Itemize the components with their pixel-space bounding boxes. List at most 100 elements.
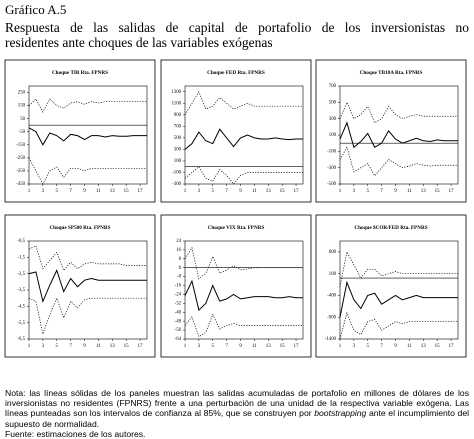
plot-area	[28, 85, 148, 185]
x-tick-label: 13	[266, 344, 272, 349]
y-tick-label: 100	[329, 133, 337, 138]
x-tick-label: 3	[198, 189, 201, 194]
y-tick-label: 700	[174, 124, 182, 129]
y-tick-label: 16	[176, 248, 181, 253]
y-tick-label: 1100	[172, 101, 182, 106]
x-tick-label: 17	[294, 189, 300, 194]
x-tick-label: 9	[239, 344, 242, 349]
source: Fuente: estimaciones de los autores.	[5, 428, 146, 439]
x-tick-label: 5	[367, 189, 370, 194]
response-line	[184, 279, 303, 312]
panel-title: Choque $COR/FED Rta. FPNRS	[354, 224, 427, 231]
x-tick-label: 15	[435, 189, 441, 194]
y-tick-label: 0	[179, 266, 182, 271]
note: Nota: las líneas sólidas de los paneles …	[5, 388, 469, 439]
panel-title: Choque TIB Rta. FPNRS	[52, 70, 108, 76]
x-tick-label: 5	[212, 344, 215, 349]
x-tick-label: 1	[28, 189, 31, 194]
y-tick-label: -56	[175, 328, 182, 333]
x-tick-label: 13	[266, 189, 272, 194]
confidence-line	[28, 157, 147, 185]
y-tick-label: -16	[175, 284, 182, 289]
note-text: ante el incumplimiento del supuesto de n…	[5, 408, 470, 429]
x-tick-label: 17	[449, 344, 455, 349]
y-tick-label: 500	[174, 136, 182, 141]
y-tick-label: 900	[174, 113, 182, 118]
x-tick-label: 1	[184, 189, 187, 194]
response-line	[184, 128, 303, 150]
y-tick-label: -4,5	[17, 304, 25, 309]
y-tick-label: -2,5	[17, 272, 25, 277]
response-line	[28, 127, 147, 146]
plot-area	[184, 240, 304, 340]
y-tick-label: -0,5	[17, 239, 25, 244]
panel-frame	[160, 214, 312, 358]
x-tick-label: 7	[380, 344, 383, 349]
panel-frame	[315, 59, 467, 203]
y-tick-label: -50	[19, 130, 26, 135]
x-tick-label: 3	[198, 344, 201, 349]
y-tick-label: -400	[327, 294, 336, 299]
y-tick-label: 300	[329, 117, 337, 122]
y-tick-label: -24	[175, 293, 182, 298]
figure-subtitle: residentes ante choques de las variables…	[5, 35, 273, 50]
panel-title: Choque TB10A Rta. FPNRS	[360, 70, 423, 76]
confidence-line	[339, 101, 458, 124]
confidence-line	[184, 313, 303, 338]
y-tick-label: -100	[172, 171, 181, 176]
y-tick-label: -450	[16, 182, 25, 187]
response-line	[339, 280, 458, 318]
x-tick-label: 13	[110, 344, 116, 349]
response-line	[28, 269, 147, 304]
x-tick-label: 13	[421, 189, 427, 194]
response-line	[339, 121, 458, 149]
y-tick-label: -64	[175, 337, 182, 342]
x-tick-label: 5	[56, 189, 59, 194]
y-tick-label: -300	[327, 166, 336, 171]
confidence-line	[184, 246, 303, 280]
x-tick-label: 9	[394, 344, 397, 349]
y-tick-label: 24	[176, 239, 181, 244]
confidence-line	[339, 250, 458, 287]
plot-area	[184, 85, 304, 185]
confidence-line	[339, 146, 458, 177]
x-tick-label: 11	[252, 344, 257, 349]
panel-title: Choque SP500 Rta. FPNRS	[49, 225, 110, 231]
y-tick-label: -150	[16, 143, 25, 148]
x-tick-label: 7	[225, 189, 228, 194]
x-tick-label: 9	[83, 189, 86, 194]
panel-frame	[315, 214, 467, 358]
y-tick-label: -1400	[325, 337, 337, 342]
panel-frame	[4, 59, 156, 203]
y-tick-label: -8	[177, 275, 182, 280]
x-tick-label: 15	[124, 189, 130, 194]
confidence-line	[339, 311, 458, 340]
panel-frame	[160, 59, 312, 203]
x-tick-label: 7	[69, 344, 72, 349]
y-tick-label: 50	[20, 117, 25, 122]
y-tick-label: -300	[172, 182, 181, 187]
x-tick-label: 9	[394, 189, 397, 194]
y-tick-label: -6,5	[17, 337, 25, 342]
y-tick-label: -350	[16, 169, 25, 174]
x-tick-label: 9	[83, 344, 86, 349]
y-tick-label: -250	[16, 156, 25, 161]
panel-title: Choque VIX Rta. FPNRS	[208, 225, 265, 231]
x-tick-label: 15	[280, 189, 286, 194]
plot-area	[339, 240, 459, 340]
y-tick-label: 600	[329, 250, 337, 255]
y-tick-label: 150	[18, 104, 26, 109]
x-tick-label: 3	[42, 344, 45, 349]
x-tick-label: 3	[353, 344, 356, 349]
x-tick-label: 13	[421, 344, 427, 349]
confidence-line	[28, 245, 147, 272]
x-tick-label: 13	[110, 189, 116, 194]
y-tick-label: 100	[174, 159, 182, 164]
x-tick-label: 11	[96, 189, 101, 194]
y-tick-label: -32	[175, 301, 182, 306]
y-tick-label: 8	[179, 257, 182, 262]
panel-title: Choque FED Rta. FPNRS	[207, 70, 265, 76]
x-tick-label: 7	[380, 189, 383, 194]
y-tick-label: 500	[329, 100, 337, 105]
confidence-line	[184, 90, 303, 116]
